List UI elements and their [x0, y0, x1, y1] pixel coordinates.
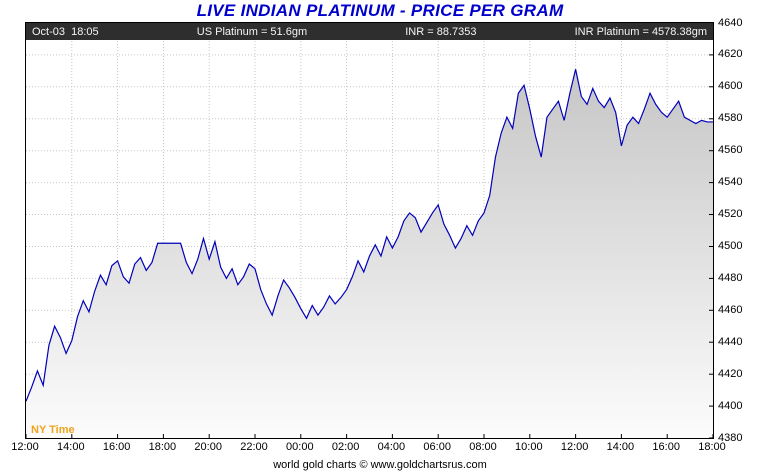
- info-bar: Oct-03 18:05 US Platinum = 51.6gm INR = …: [26, 23, 713, 40]
- footer-credit: world gold charts © www.goldchartsrus.co…: [273, 459, 487, 471]
- y-tick-label: 4380: [718, 431, 743, 444]
- info-inr-rate: INR = 88.7353: [405, 25, 477, 38]
- x-axis-labels: 12:00 14:00 16:00 18:00 20:00 22:00 00:00 02:00…: [11, 441, 726, 454]
- x-tick-label: 22:00: [240, 441, 268, 453]
- y-tick-label: 4520: [718, 208, 743, 220]
- x-tick-label: 00:00: [286, 441, 314, 453]
- chart-title: LIVE INDIAN PLATINUM - PRICE PER GRAM: [196, 1, 564, 20]
- plot-area: Oct-03 18:05 US Platinum = 51.6gm INR = …: [25, 22, 714, 439]
- x-tick-label: 20:00: [194, 441, 222, 453]
- x-tick-label: 12:00: [560, 441, 589, 453]
- x-tick-label: 04:00: [377, 441, 406, 453]
- y-tick-label: 4400: [718, 399, 743, 412]
- info-datetime: Oct-03 18:05: [32, 25, 99, 38]
- y-tick-label: 4460: [718, 303, 743, 316]
- y-tick-label: 4540: [718, 176, 743, 189]
- x-tick-label: 16:00: [652, 441, 680, 453]
- x-tick-label: 16:00: [102, 441, 131, 453]
- y-tick-label: 4500: [718, 240, 743, 252]
- x-tick-label: 14:00: [57, 441, 85, 453]
- info-inr-platinum: INR Platinum = 4578.38gm: [574, 25, 707, 38]
- y-tick-label: 4480: [718, 271, 743, 284]
- price-line: [26, 69, 713, 402]
- y-tick-label: 4620: [718, 48, 743, 61]
- price-chart-svg: [26, 23, 713, 438]
- y-tick-label: 4440: [718, 335, 743, 348]
- x-tick-label: 18:00: [698, 441, 726, 453]
- y-tick-label: 4560: [718, 144, 743, 157]
- y-axis-labels: 4640 4620 4600 4580 4560 4540 4520 4500 4480 4460…: [718, 17, 760, 443]
- info-us-platinum: US Platinum = 51.6gm: [196, 25, 308, 38]
- x-tick-label: 12:00: [11, 441, 39, 453]
- x-tick-label: 06:00: [423, 441, 451, 453]
- x-tick-label: 10:00: [515, 441, 543, 453]
- x-tick-label: 02:00: [331, 441, 360, 453]
- x-tick-label: 08:00: [469, 441, 497, 453]
- y-tick-label: 4600: [718, 80, 743, 93]
- ny-time-label: NY Time: [31, 424, 75, 436]
- axis-ticks: [26, 23, 713, 438]
- y-tick-label: 4420: [718, 367, 743, 380]
- x-tick-label: 14:00: [606, 441, 635, 453]
- y-tick-label: 4640: [718, 16, 743, 29]
- x-tick-label: 18:00: [148, 441, 177, 453]
- price-area-fill: [26, 69, 713, 438]
- y-tick-label: 4580: [718, 112, 743, 125]
